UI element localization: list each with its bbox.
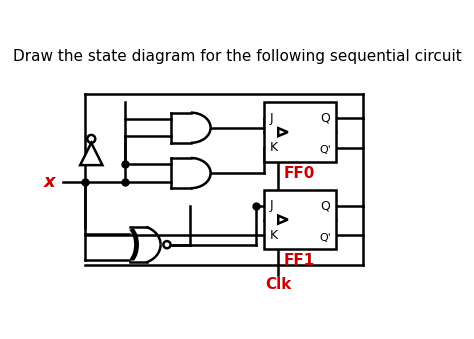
- Text: FF1: FF1: [284, 253, 315, 268]
- Polygon shape: [278, 128, 288, 136]
- Bar: [264, 102, 336, 162]
- Text: Q': Q': [319, 233, 331, 242]
- Text: Q: Q: [320, 199, 330, 212]
- Bar: [264, 190, 336, 250]
- Text: FF0: FF0: [284, 165, 315, 181]
- Text: x: x: [44, 173, 55, 191]
- Text: Q: Q: [320, 112, 330, 125]
- Text: Draw the state diagram for the following sequential circuit: Draw the state diagram for the following…: [13, 49, 462, 64]
- Polygon shape: [80, 143, 102, 165]
- Text: K: K: [270, 141, 278, 154]
- Text: J: J: [270, 112, 273, 125]
- Polygon shape: [278, 216, 288, 224]
- Text: Q': Q': [319, 145, 331, 155]
- Text: Clk: Clk: [265, 277, 292, 292]
- Text: K: K: [270, 228, 278, 242]
- Text: J: J: [270, 199, 273, 212]
